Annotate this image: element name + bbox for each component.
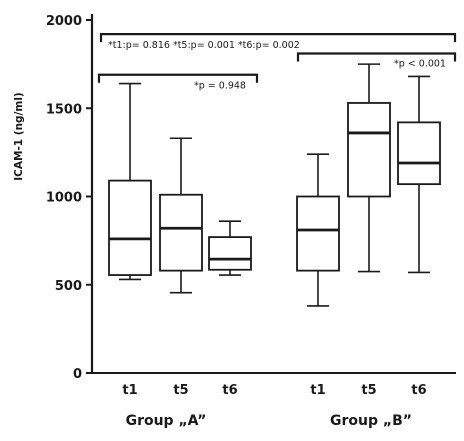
y-tick-label: 1500 bbox=[46, 102, 82, 117]
box-a-t6 bbox=[208, 220, 252, 276]
box-b-t6 bbox=[397, 75, 441, 274]
box-iqr bbox=[397, 121, 441, 186]
group-label: Group „B” bbox=[330, 413, 412, 429]
bracket-group-a bbox=[97, 73, 259, 83]
x-tick-label: t1 bbox=[122, 383, 137, 398]
box-a-t1 bbox=[108, 82, 152, 281]
box-iqr bbox=[347, 102, 391, 198]
annotation-overall: *t1:p= 0.816 *t5:p= 0.001 *t6:p= 0.002 bbox=[108, 40, 300, 51]
annotation-group-b: *p < 0.001 bbox=[394, 59, 446, 70]
x-tick-label: t1 bbox=[310, 383, 325, 398]
labels: ICAM-1 (ng/ml) t1 t5 t6 Group „A” t1 t5 t6 Group… bbox=[13, 92, 427, 429]
x-tick-label: t6 bbox=[411, 383, 426, 398]
y-tick-label: 0 bbox=[73, 367, 82, 382]
annotations: *t1:p= 0.816 *t5:p= 0.001 *t6:p= 0.002 *p… bbox=[97, 33, 457, 92]
axes: 0 500 1000 1500 2000 bbox=[46, 14, 456, 382]
annotation-group-a: *p = 0.948 bbox=[194, 81, 246, 92]
x-tick-label: t5 bbox=[361, 383, 376, 398]
box-iqr bbox=[296, 195, 340, 272]
y-tick-label: 1000 bbox=[46, 191, 82, 206]
box-iqr bbox=[208, 236, 252, 271]
boxes bbox=[108, 63, 441, 307]
box-iqr bbox=[108, 179, 152, 276]
bracket-group-b bbox=[296, 52, 457, 62]
y-tick-label: 2000 bbox=[46, 14, 82, 29]
x-tick-label: t5 bbox=[173, 383, 188, 398]
box-a-t5 bbox=[159, 137, 203, 294]
bracket-overall bbox=[99, 33, 457, 43]
box-b-t5 bbox=[347, 63, 391, 273]
box-b-t1 bbox=[296, 153, 340, 307]
box-iqr bbox=[159, 193, 203, 272]
x-tick-label: t6 bbox=[222, 383, 237, 398]
y-axis-title: ICAM-1 (ng/ml) bbox=[13, 92, 25, 180]
y-tick-label: 500 bbox=[55, 279, 82, 294]
group-label: Group „A” bbox=[126, 413, 207, 429]
